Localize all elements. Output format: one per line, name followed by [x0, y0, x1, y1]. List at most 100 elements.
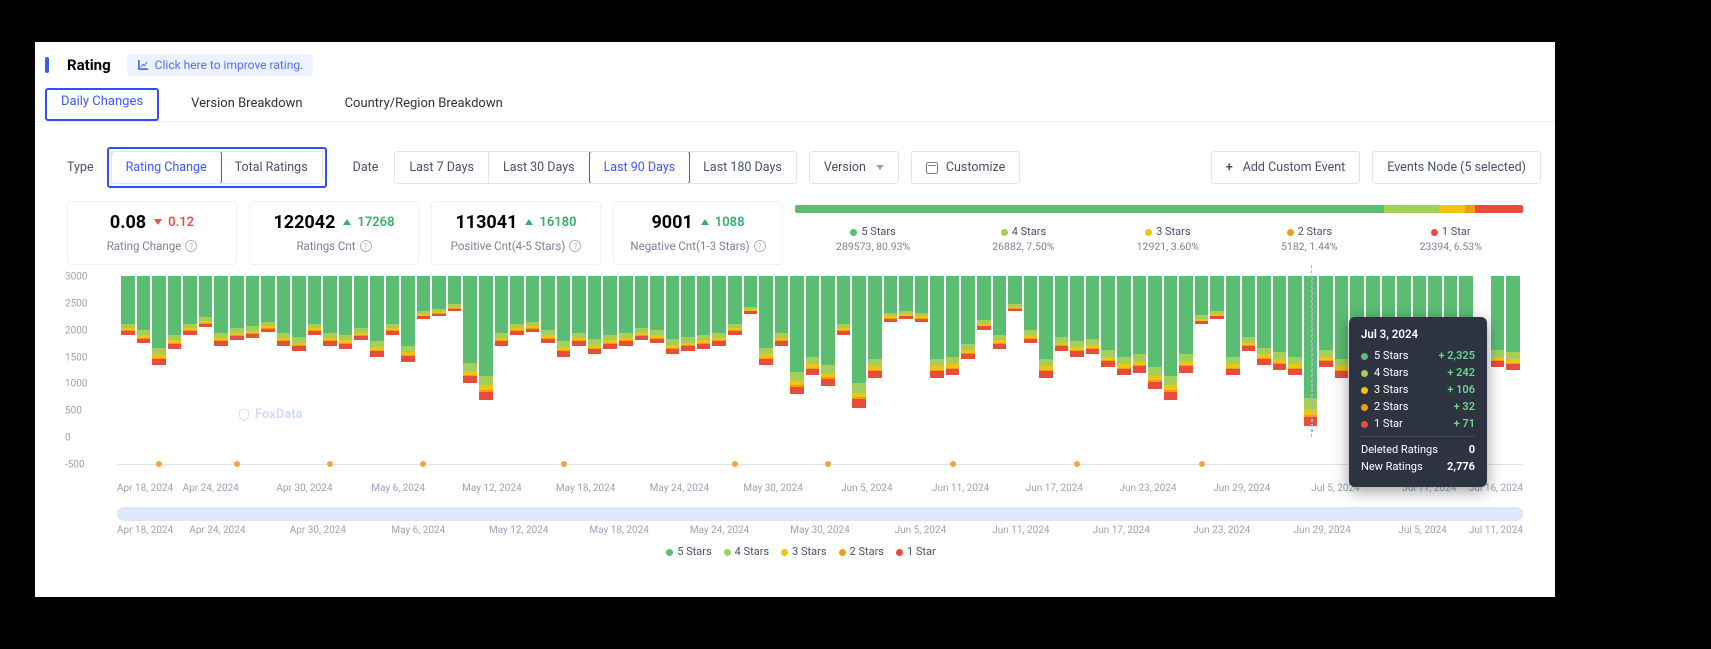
bar-column[interactable] — [759, 276, 773, 437]
bar-column[interactable] — [1506, 276, 1520, 437]
type-total-ratings[interactable]: Total Ratings — [221, 152, 322, 183]
bar-column[interactable] — [137, 276, 151, 437]
bar-column[interactable] — [572, 276, 586, 437]
bar-column[interactable] — [775, 276, 789, 437]
bar-column[interactable] — [1195, 276, 1209, 437]
date-30d[interactable]: Last 30 Days — [489, 152, 590, 183]
time-scrubber[interactable] — [117, 507, 1523, 521]
tab-version-breakdown[interactable]: Version Breakdown — [185, 90, 309, 121]
tab-country-breakdown[interactable]: Country/Region Breakdown — [339, 90, 509, 121]
bar-column[interactable] — [961, 276, 975, 437]
improve-rating-link[interactable]: Click here to improve rating. — [127, 54, 314, 76]
bar-column[interactable] — [370, 276, 384, 437]
scrubber-range[interactable] — [118, 508, 1522, 520]
bar-column[interactable] — [1117, 276, 1131, 437]
bar-column[interactable] — [1491, 276, 1505, 437]
bar-column[interactable] — [495, 276, 509, 437]
bar-column[interactable] — [681, 276, 695, 437]
bar-column[interactable] — [1024, 276, 1038, 437]
bar-column[interactable] — [1210, 276, 1224, 437]
bar-column[interactable] — [1133, 276, 1147, 437]
help-icon[interactable]: ? — [360, 240, 372, 252]
help-icon[interactable]: ? — [185, 240, 197, 252]
bar-column[interactable] — [697, 276, 711, 437]
events-node-dropdown[interactable]: Events Node (5 selected) — [1372, 151, 1541, 184]
bar-column[interactable] — [977, 276, 991, 437]
bar-column[interactable] — [868, 276, 882, 437]
bar-column[interactable] — [1288, 276, 1302, 437]
bar-column[interactable] — [790, 276, 804, 437]
bar-column[interactable] — [1242, 276, 1256, 437]
bar-column[interactable] — [121, 276, 135, 437]
bar-column[interactable] — [557, 276, 571, 437]
bar-column[interactable] — [603, 276, 617, 437]
bar-column[interactable] — [1226, 276, 1240, 437]
bar-column[interactable] — [1148, 276, 1162, 437]
bar-column[interactable] — [1273, 276, 1287, 437]
date-90d[interactable]: Last 90 Days — [589, 151, 691, 184]
bar-column[interactable] — [1101, 276, 1115, 437]
date-7d[interactable]: Last 7 Days — [395, 152, 489, 183]
bar-column[interactable] — [323, 276, 337, 437]
bar-column[interactable] — [214, 276, 228, 437]
bar-column[interactable] — [915, 276, 929, 437]
bar-column[interactable] — [806, 276, 820, 437]
date-180d[interactable]: Last 180 Days — [689, 152, 796, 183]
bar-column[interactable] — [152, 276, 166, 437]
bar-column[interactable] — [1164, 276, 1178, 437]
bar-column[interactable] — [1039, 276, 1053, 437]
add-custom-event-button[interactable]: + Add Custom Event — [1211, 151, 1360, 184]
version-dropdown[interactable]: Version — [809, 151, 899, 184]
bar-column[interactable] — [1257, 276, 1271, 437]
bar-column[interactable] — [837, 276, 851, 437]
bar-column[interactable] — [401, 276, 415, 437]
x-tick: Jun 23, 2024 — [1119, 483, 1176, 494]
bar-column[interactable] — [744, 276, 758, 437]
tab-daily-changes[interactable]: Daily Changes — [55, 88, 149, 119]
bar-column[interactable] — [463, 276, 477, 437]
tooltip-row: 4 Stars+ 242 — [1361, 366, 1475, 379]
bar-column[interactable] — [588, 276, 602, 437]
bar-column[interactable] — [541, 276, 555, 437]
bar-column[interactable] — [946, 276, 960, 437]
bar-column[interactable] — [666, 276, 680, 437]
bar-column[interactable] — [308, 276, 322, 437]
customize-button[interactable]: Customize — [911, 151, 1020, 184]
bar-column[interactable] — [479, 276, 493, 437]
bar-column[interactable] — [993, 276, 1007, 437]
bar-column[interactable] — [448, 276, 462, 437]
bar-column[interactable] — [852, 276, 866, 437]
bar-column[interactable] — [432, 276, 446, 437]
bar-column[interactable] — [510, 276, 524, 437]
bar-column[interactable] — [728, 276, 742, 437]
bar-column[interactable] — [526, 276, 540, 437]
type-rating-change[interactable]: Rating Change — [111, 151, 222, 184]
bar-column[interactable] — [1179, 276, 1193, 437]
bar-column[interactable] — [1304, 276, 1318, 437]
bar-column[interactable] — [339, 276, 353, 437]
bar-column[interactable] — [899, 276, 913, 437]
help-icon[interactable]: ? — [569, 240, 581, 252]
bar-column[interactable] — [1335, 276, 1349, 437]
bar-column[interactable] — [619, 276, 633, 437]
bar-column[interactable] — [635, 276, 649, 437]
bar-column[interactable] — [650, 276, 664, 437]
bar-column[interactable] — [1086, 276, 1100, 437]
bar-column[interactable] — [168, 276, 182, 437]
bar-column[interactable] — [183, 276, 197, 437]
stacked-bar-chart[interactable]: FoxData Apr 18, 2024Apr 24, 2024Apr 30, … — [67, 277, 1523, 497]
bar-column[interactable] — [417, 276, 431, 437]
bar-column[interactable] — [1070, 276, 1084, 437]
bar-column[interactable] — [354, 276, 368, 437]
bar-column[interactable] — [821, 276, 835, 437]
bar-column[interactable] — [884, 276, 898, 437]
bar-column[interactable] — [1008, 276, 1022, 437]
bar-column[interactable] — [930, 276, 944, 437]
bar-column[interactable] — [386, 276, 400, 437]
scrub-tick: Apr 24, 2024 — [189, 525, 245, 536]
bar-column[interactable] — [712, 276, 726, 437]
bar-column[interactable] — [199, 276, 213, 437]
help-icon[interactable]: ? — [754, 240, 766, 252]
bar-column[interactable] — [1055, 276, 1069, 437]
bar-column[interactable] — [1319, 276, 1333, 437]
